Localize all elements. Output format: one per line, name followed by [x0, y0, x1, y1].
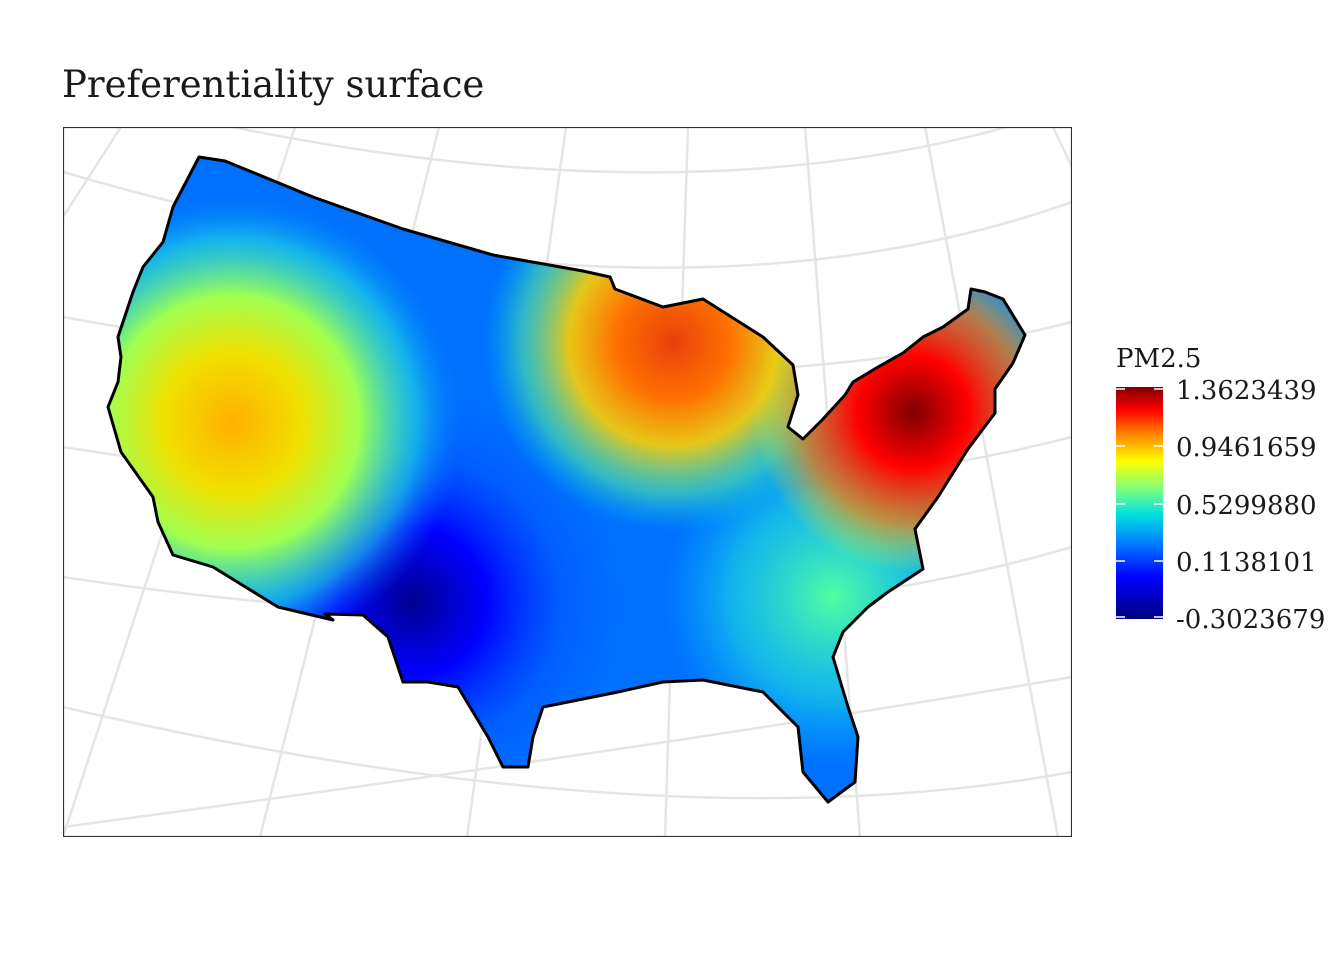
- legend-label-4: 0.1138101: [1176, 548, 1317, 578]
- pm25-surface: [108, 157, 1025, 802]
- legend-label-3: 0.5299880: [1176, 491, 1317, 521]
- panel-border: [62, 126, 1073, 838]
- legend-label-2: 0.9461659: [1176, 433, 1317, 463]
- map-panel: [61, 85, 1074, 838]
- legend-label-min: -0.3023679: [1176, 605, 1326, 635]
- legend-title: PM2.5: [1116, 344, 1202, 374]
- colorbar-ticks: [1116, 388, 1163, 618]
- legend-label-max: 1.3623439: [1176, 376, 1317, 406]
- map-svg: [61, 85, 1074, 838]
- colorbar: [1116, 387, 1163, 619]
- plot-title: Preferentiality surface: [62, 63, 485, 106]
